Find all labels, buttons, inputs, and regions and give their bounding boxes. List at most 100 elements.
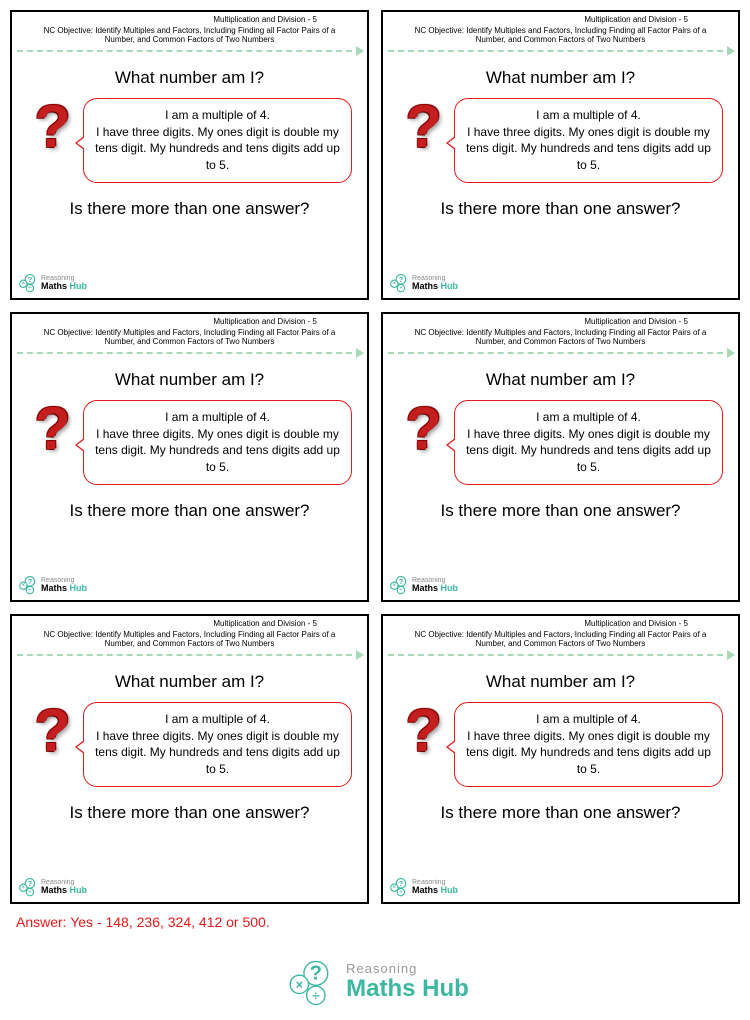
card-title: What number am I? <box>27 370 352 390</box>
svg-text:?: ? <box>399 879 404 888</box>
card-header: Multiplication and Division - 5 NC Objec… <box>12 616 367 651</box>
logo-text: Reasoning Maths Hub <box>346 962 469 1003</box>
question-mark-icon: ? <box>27 402 77 482</box>
speech-bubble: I am a multiple of 4.I have three digits… <box>454 702 723 787</box>
header-objective: NC Objective: Identify Multiples and Fac… <box>32 328 347 347</box>
svg-text:÷: ÷ <box>29 285 32 291</box>
svg-text:×: × <box>393 583 396 589</box>
card-subtitle: Is there more than one answer? <box>27 803 352 823</box>
riddle-row: ? I am a multiple of 4.I have three digi… <box>27 702 352 787</box>
header-topic: Multiplication and Division - 5 <box>403 619 718 629</box>
svg-text:×: × <box>393 885 396 891</box>
question-mark-icon: ? <box>27 704 77 784</box>
riddle-row: ? I am a multiple of 4.I have three digi… <box>398 702 723 787</box>
card-title: What number am I? <box>27 68 352 88</box>
card-body: What number am I? ? I am a multiple of 4… <box>12 55 367 227</box>
card-header: Multiplication and Division - 5 NC Objec… <box>12 12 367 47</box>
card-subtitle: Is there more than one answer? <box>398 803 723 823</box>
header-objective: NC Objective: Identify Multiples and Fac… <box>403 328 718 347</box>
speech-bubble: I am a multiple of 4.I have three digits… <box>83 400 352 485</box>
divider-arrow <box>388 50 733 52</box>
speech-bubble: I am a multiple of 4.I have three digits… <box>454 400 723 485</box>
svg-text:?: ? <box>28 577 33 586</box>
card-body: What number am I? ? I am a multiple of 4… <box>383 357 738 529</box>
footer-logo: ? × ÷ Reasoning Maths Hub <box>10 955 740 1010</box>
header-objective: NC Objective: Identify Multiples and Fac… <box>32 630 347 649</box>
corner-logo: ? × ÷ Reasoning Maths Hub <box>387 574 458 596</box>
card-body: What number am I? ? I am a multiple of 4… <box>383 659 738 831</box>
corner-logo: ? × ÷ Reasoning Maths Hub <box>16 876 87 898</box>
svg-text:?: ? <box>399 577 404 586</box>
question-mark-icon: ? <box>398 402 448 482</box>
card-header: Multiplication and Division - 5 NC Objec… <box>383 314 738 349</box>
card-subtitle: Is there more than one answer? <box>27 199 352 219</box>
worksheet-card: Multiplication and Division - 5 NC Objec… <box>10 614 369 904</box>
header-topic: Multiplication and Division - 5 <box>32 619 347 629</box>
corner-logo: ? × ÷ Reasoning Maths Hub <box>387 272 458 294</box>
svg-text:÷: ÷ <box>29 889 32 895</box>
logo-icon-small: ? × ÷ <box>387 272 409 294</box>
logo-line2: Maths Hub <box>346 976 469 1002</box>
card-subtitle: Is there more than one answer? <box>27 501 352 521</box>
card-title: What number am I? <box>27 672 352 692</box>
card-title: What number am I? <box>398 370 723 390</box>
svg-text:×: × <box>296 977 304 992</box>
logo-icon-small: ? × ÷ <box>387 574 409 596</box>
divider-arrow <box>17 654 362 656</box>
card-title: What number am I? <box>398 68 723 88</box>
card-title: What number am I? <box>398 672 723 692</box>
question-mark-icon: ? <box>398 100 448 180</box>
logo-line1: Reasoning <box>346 962 469 976</box>
worksheet-card: Multiplication and Division - 5 NC Objec… <box>381 312 740 602</box>
card-body: What number am I? ? I am a multiple of 4… <box>12 659 367 831</box>
worksheet-card: Multiplication and Division - 5 NC Objec… <box>381 614 740 904</box>
divider-arrow <box>17 352 362 354</box>
riddle-row: ? I am a multiple of 4.I have three digi… <box>27 400 352 485</box>
riddle-row: ? I am a multiple of 4.I have three digi… <box>27 98 352 183</box>
speech-bubble: I am a multiple of 4.I have three digits… <box>454 98 723 183</box>
logo-icon-small: ? × ÷ <box>387 876 409 898</box>
header-objective: NC Objective: Identify Multiples and Fac… <box>32 26 347 45</box>
corner-logo: ? × ÷ Reasoning Maths Hub <box>16 272 87 294</box>
logo-text-small: Reasoning Maths Hub <box>412 879 458 895</box>
card-header: Multiplication and Division - 5 NC Objec… <box>383 12 738 47</box>
logo-text-small: Reasoning Maths Hub <box>41 275 87 291</box>
worksheet-card: Multiplication and Division - 5 NC Objec… <box>10 10 369 300</box>
worksheet-card: Multiplication and Division - 5 NC Objec… <box>381 10 740 300</box>
worksheet-card: Multiplication and Division - 5 NC Objec… <box>10 312 369 602</box>
question-mark-icon: ? <box>27 100 77 180</box>
svg-text:×: × <box>22 583 25 589</box>
card-header: Multiplication and Division - 5 NC Objec… <box>12 314 367 349</box>
header-objective: NC Objective: Identify Multiples and Fac… <box>403 26 718 45</box>
svg-text:?: ? <box>28 879 33 888</box>
svg-text:?: ? <box>28 275 33 284</box>
logo-text-small: Reasoning Maths Hub <box>412 577 458 593</box>
svg-text:?: ? <box>310 962 322 984</box>
card-header: Multiplication and Division - 5 NC Objec… <box>383 616 738 651</box>
header-topic: Multiplication and Division - 5 <box>32 15 347 25</box>
svg-text:?: ? <box>399 275 404 284</box>
logo-text-small: Reasoning Maths Hub <box>412 275 458 291</box>
header-topic: Multiplication and Division - 5 <box>403 15 718 25</box>
logo-icon-small: ? × ÷ <box>16 876 38 898</box>
logo-icon-small: ? × ÷ <box>16 272 38 294</box>
logo-text-small: Reasoning Maths Hub <box>41 879 87 895</box>
card-body: What number am I? ? I am a multiple of 4… <box>383 55 738 227</box>
corner-logo: ? × ÷ Reasoning Maths Hub <box>16 574 87 596</box>
worksheet-grid: Multiplication and Division - 5 NC Objec… <box>10 10 740 904</box>
svg-text:×: × <box>22 281 25 287</box>
answer-text: Answer: Yes - 148, 236, 324, 412 or 500. <box>16 914 740 930</box>
logo-text-small: Reasoning Maths Hub <box>41 577 87 593</box>
divider-arrow <box>388 352 733 354</box>
speech-bubble: I am a multiple of 4.I have three digits… <box>83 702 352 787</box>
header-objective: NC Objective: Identify Multiples and Fac… <box>403 630 718 649</box>
header-topic: Multiplication and Division - 5 <box>32 317 347 327</box>
question-mark-icon: ? <box>398 704 448 784</box>
svg-text:×: × <box>22 885 25 891</box>
svg-text:÷: ÷ <box>29 587 32 593</box>
speech-bubble: I am a multiple of 4.I have three digits… <box>83 98 352 183</box>
riddle-row: ? I am a multiple of 4.I have three digi… <box>398 400 723 485</box>
divider-arrow <box>17 50 362 52</box>
svg-text:÷: ÷ <box>400 889 403 895</box>
svg-text:×: × <box>393 281 396 287</box>
